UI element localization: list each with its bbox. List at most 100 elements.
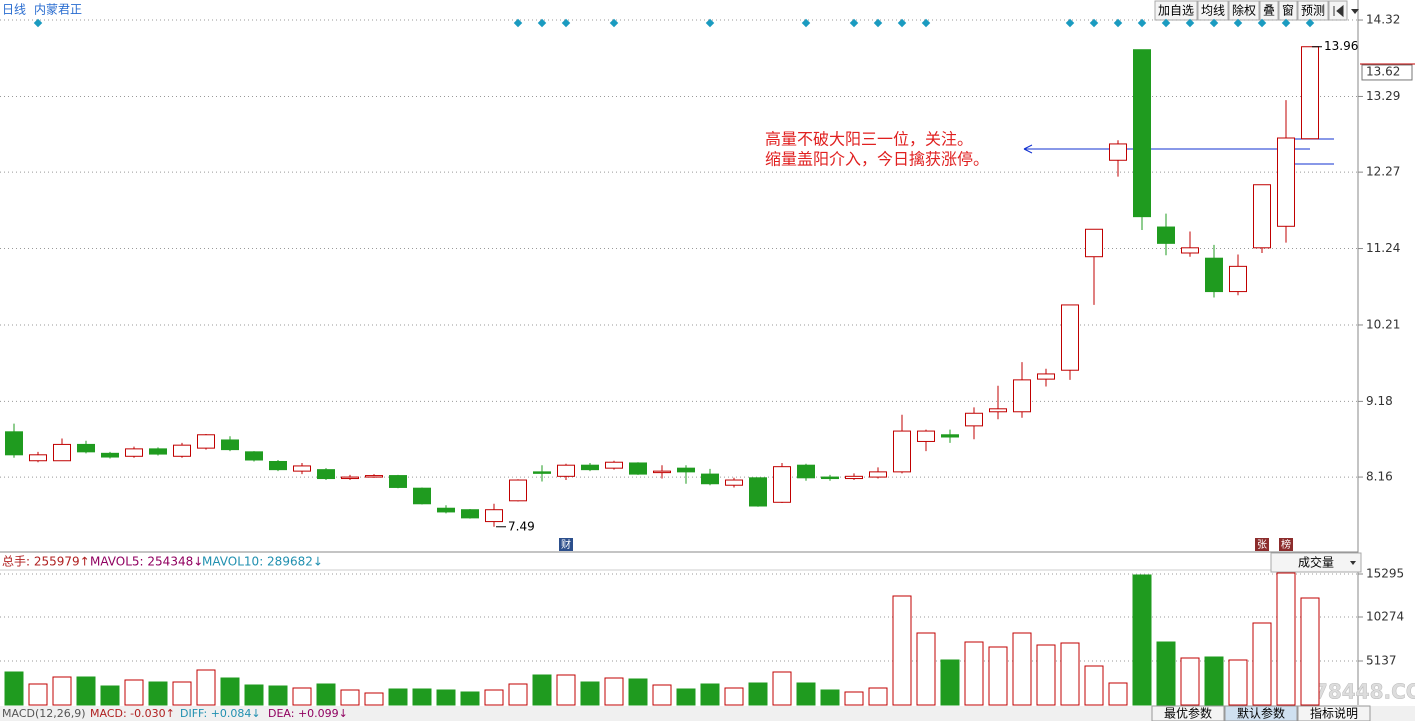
candle-body	[941, 434, 959, 438]
candle-body	[1133, 49, 1151, 218]
marker: 张	[1257, 539, 1267, 551]
candle-body	[1277, 137, 1295, 227]
tab-label[interactable]: 默认参数	[1237, 706, 1285, 721]
candle-body	[821, 476, 839, 480]
candle-body	[581, 464, 599, 471]
tab-label[interactable]: 指标说明	[1310, 706, 1358, 721]
volume-bar	[772, 671, 792, 706]
candle-body	[869, 471, 887, 478]
volume-bar	[460, 691, 480, 706]
volume-bar	[124, 679, 144, 706]
candle-body	[149, 448, 167, 455]
y-tick-label: 12.27	[1366, 165, 1400, 179]
nav-icon	[1333, 4, 1344, 18]
volume-bar	[916, 632, 936, 706]
indicator-select-label[interactable]: 成交量	[1298, 555, 1334, 570]
volume-bar	[796, 682, 816, 706]
volume-bar	[652, 684, 672, 706]
y-tick-label: 13.29	[1366, 89, 1400, 103]
candle-body	[197, 434, 215, 449]
event-diamond	[33, 18, 43, 28]
volume-bar	[1228, 659, 1248, 706]
volume-legend: MAVOL10: 289682↓	[202, 555, 323, 569]
toolbar-button-label[interactable]: 加自选	[1158, 4, 1194, 18]
y-tick-label: 10.21	[1366, 317, 1400, 331]
candle-body	[1037, 373, 1055, 380]
toolbar-button-label[interactable]: 叠	[1263, 4, 1275, 18]
candle-body	[653, 470, 671, 474]
volume-bar	[1180, 657, 1200, 706]
annotation: 高量不破大阳三一位，关注。	[765, 130, 973, 149]
candle-body	[173, 444, 191, 457]
macd-value: DIFF: +0.084↓	[180, 707, 261, 720]
candle-body	[845, 475, 863, 480]
toolbar-button-label[interactable]: 均线	[1201, 4, 1225, 18]
toolbar-button-label[interactable]: 除权	[1232, 3, 1256, 18]
toolbar-button-label[interactable]: 窗	[1282, 4, 1294, 18]
candle-body	[293, 465, 311, 472]
volume-bar	[532, 674, 552, 706]
y-tick-label: 8.16	[1366, 470, 1393, 484]
y-tick-label: 11.24	[1366, 241, 1400, 255]
volume-bar	[388, 688, 408, 706]
volume-bar	[268, 685, 288, 706]
candle-body	[269, 460, 287, 471]
volume-bar	[676, 688, 696, 706]
volume-bar	[580, 681, 600, 706]
y-tick-label: 15295	[1366, 566, 1404, 580]
candle-body	[437, 507, 455, 513]
volume-bar	[340, 689, 360, 706]
marker-badge	[559, 538, 573, 551]
volume-bar	[364, 692, 384, 706]
max-label: 13.96	[1324, 39, 1358, 53]
stock-name: 内蒙君正	[34, 3, 82, 17]
volume-bar	[1084, 665, 1104, 706]
period: 日线	[2, 3, 26, 17]
candle-body	[485, 509, 503, 523]
candle-body	[1085, 228, 1103, 258]
candle-body	[725, 479, 743, 486]
candle-body	[125, 448, 143, 457]
volume-bar	[508, 683, 528, 706]
volume-bar	[28, 683, 48, 706]
candle-body	[461, 509, 479, 519]
volume-bar	[316, 683, 336, 706]
volume-bar	[604, 677, 624, 706]
indicator-select[interactable]	[1270, 552, 1362, 573]
candle-body	[29, 454, 47, 462]
volume-bar	[148, 681, 168, 706]
candle-body	[893, 430, 911, 473]
volume-bar	[628, 678, 648, 706]
volume-bar	[76, 676, 96, 706]
volume-bar	[988, 646, 1008, 706]
tab[interactable]	[1151, 705, 1225, 721]
marker: 财	[561, 538, 571, 551]
volume-bar	[1108, 682, 1128, 706]
volume-bar	[412, 688, 432, 706]
bottom-bar	[0, 706, 1415, 721]
volume-bar	[1156, 641, 1176, 706]
tab[interactable]	[1297, 705, 1371, 721]
candle-body	[773, 466, 791, 503]
macd-value: DEA: +0.099↓	[268, 707, 348, 720]
annotation: 缩量盖阳介入，今日擒获涨停。	[765, 150, 989, 169]
arrow-head	[1023, 144, 1033, 154]
volume-bar	[1300, 597, 1320, 706]
marker: 榜	[1281, 538, 1291, 551]
candle-body	[917, 430, 935, 442]
tab-label[interactable]: 最优参数	[1164, 706, 1212, 721]
candle-body	[1301, 46, 1319, 140]
dropdown-icon	[1350, 561, 1356, 565]
nav-icon	[1351, 9, 1359, 14]
tabs: 最优参数 默认参数 指标说明	[1151, 705, 1371, 721]
volume-bar	[964, 641, 984, 706]
volume-bar	[172, 681, 192, 706]
toolbar-button-label[interactable]: 预测	[1301, 4, 1325, 18]
candle-body	[1229, 265, 1247, 293]
volume-bar	[940, 659, 960, 706]
volume-bar	[196, 669, 216, 706]
tab[interactable]	[1224, 705, 1298, 721]
volume-bar	[844, 691, 864, 706]
